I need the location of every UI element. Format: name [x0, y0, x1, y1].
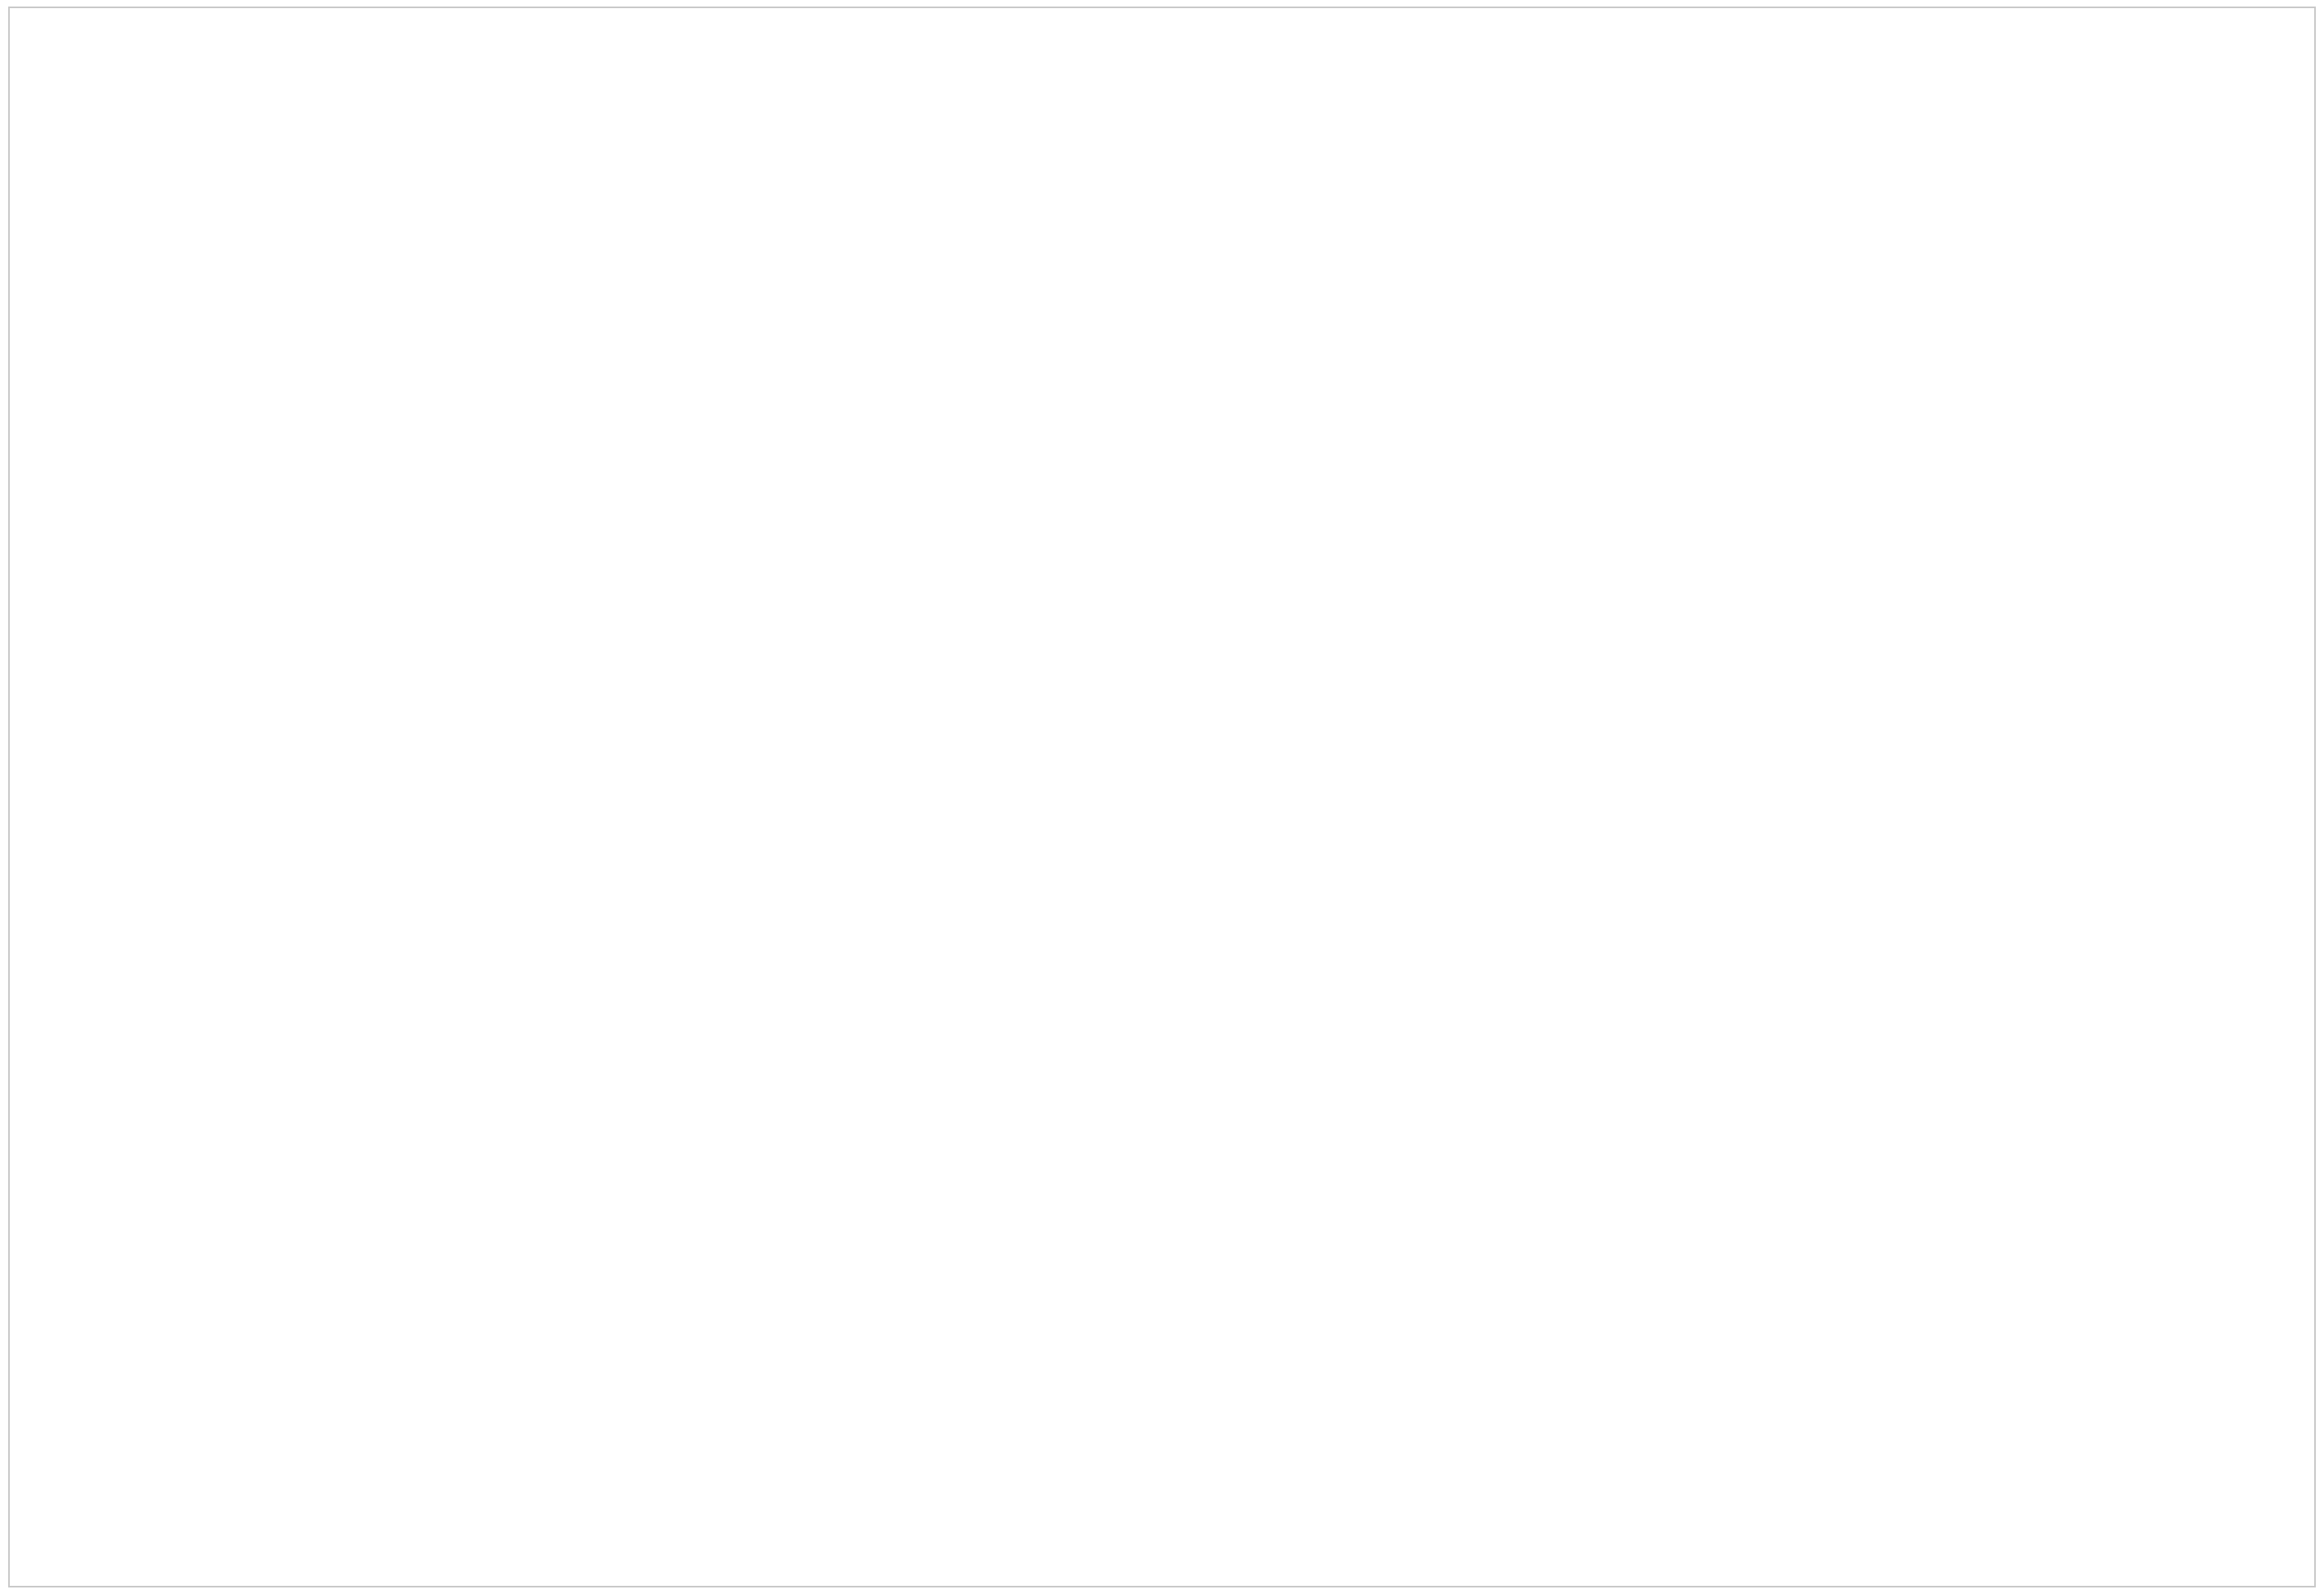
chart-frame	[8, 7, 2316, 1587]
